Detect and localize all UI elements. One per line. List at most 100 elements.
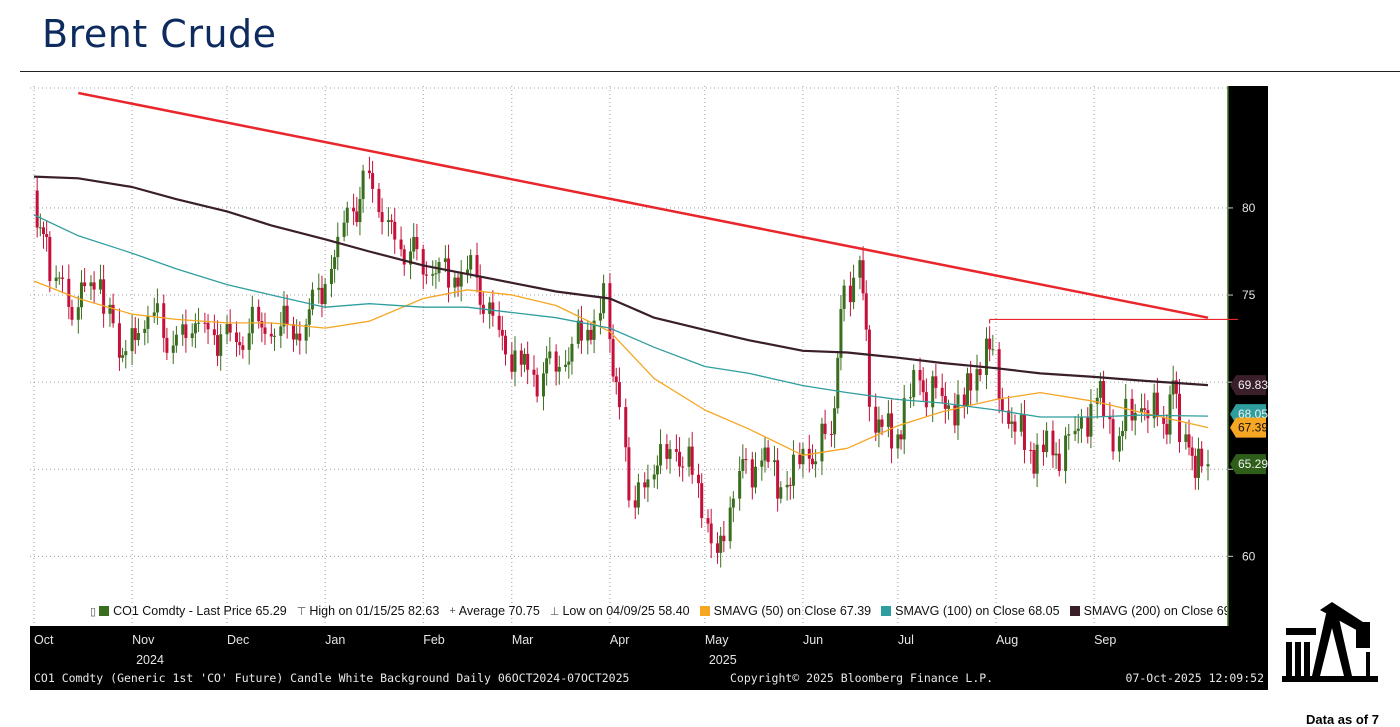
candle-down bbox=[1162, 417, 1166, 424]
candle-up bbox=[1073, 430, 1077, 435]
candle-up bbox=[108, 304, 112, 314]
candle-up bbox=[190, 333, 194, 339]
candle-up bbox=[1152, 392, 1156, 419]
candle-up bbox=[956, 394, 960, 426]
candle-up bbox=[225, 324, 229, 335]
candle-down bbox=[608, 303, 612, 340]
candle-up bbox=[136, 332, 140, 341]
candle-up bbox=[886, 413, 890, 427]
candle-up bbox=[310, 289, 314, 310]
average-marker-icon: + bbox=[449, 605, 456, 617]
candle-down bbox=[823, 423, 827, 434]
candle-down bbox=[1032, 450, 1036, 474]
candle-up bbox=[668, 449, 672, 459]
candle-up bbox=[659, 444, 663, 466]
sma200-line bbox=[33, 175, 1209, 387]
candle-up bbox=[1124, 398, 1128, 432]
chart-legend: ▯ CO1 Comdty - Last Price 65.29 ⊤ High o… bbox=[90, 598, 1227, 624]
candle-up bbox=[1117, 436, 1121, 452]
candle-up bbox=[79, 282, 83, 308]
candle-up bbox=[548, 351, 552, 359]
data-as-of-note: Data as of 7 bbox=[1306, 712, 1379, 727]
candle-down bbox=[750, 459, 754, 488]
candle-down bbox=[241, 345, 245, 350]
candle-down bbox=[45, 234, 49, 237]
candle-down bbox=[716, 543, 720, 553]
candle-down bbox=[83, 282, 87, 287]
candle-up bbox=[89, 282, 93, 287]
candle-up bbox=[902, 398, 906, 440]
candle-down bbox=[776, 460, 780, 499]
y-tick-label: 80 bbox=[1242, 201, 1256, 215]
candle-up bbox=[763, 447, 767, 461]
candle-down bbox=[203, 322, 207, 324]
candle-down bbox=[1029, 449, 1033, 451]
legend-sma200-label: SMAVG (200) on Close 69.83 bbox=[1083, 604, 1227, 618]
candle-down bbox=[415, 237, 419, 250]
candle-up bbox=[545, 358, 549, 374]
candle-down bbox=[102, 279, 106, 314]
candle-down bbox=[456, 277, 460, 287]
candle-up bbox=[728, 507, 732, 542]
candle-down bbox=[535, 374, 539, 397]
candle-up bbox=[219, 334, 223, 356]
candle-down bbox=[503, 335, 507, 355]
candle-up bbox=[814, 461, 818, 465]
candle-down bbox=[1022, 414, 1026, 450]
candle-up bbox=[557, 366, 561, 372]
candle-down bbox=[633, 500, 637, 508]
candle-down bbox=[1143, 408, 1147, 411]
candle-down bbox=[184, 324, 188, 339]
candle-down bbox=[526, 353, 530, 370]
candle-up bbox=[155, 303, 159, 313]
candle-up bbox=[329, 268, 333, 285]
plot-background bbox=[30, 86, 1228, 626]
candle-down bbox=[238, 342, 242, 346]
candle-down bbox=[206, 322, 210, 330]
candle-up bbox=[469, 255, 473, 270]
candle-down bbox=[111, 304, 115, 324]
candle-up bbox=[130, 328, 134, 352]
candle-up bbox=[655, 465, 659, 475]
candle-up bbox=[57, 277, 61, 279]
price-tag-label: 65.29 bbox=[1238, 457, 1268, 471]
candle-up bbox=[513, 350, 517, 372]
candle-up bbox=[1133, 412, 1137, 421]
candle-up bbox=[342, 222, 346, 237]
candle-down bbox=[1041, 444, 1045, 453]
candle-down bbox=[798, 454, 802, 465]
candle-down bbox=[212, 329, 216, 336]
candle-down bbox=[617, 382, 621, 408]
candle-down bbox=[861, 260, 865, 294]
candle-up bbox=[358, 199, 362, 223]
candle-up bbox=[636, 482, 640, 508]
x-tick-label: Nov bbox=[132, 633, 155, 647]
candle-up bbox=[250, 306, 254, 334]
candle-down bbox=[611, 339, 615, 377]
candle-up bbox=[333, 257, 337, 269]
candle-up bbox=[459, 273, 463, 287]
candle-up bbox=[966, 373, 970, 407]
candle-up bbox=[1045, 430, 1049, 453]
candle-down bbox=[377, 188, 381, 213]
price-chart[interactable]: 60 75 80 Oct Nov Dec Jan Feb Mar Apr May Jun Jul Aug S… bbox=[30, 86, 1268, 690]
candle-down bbox=[665, 444, 669, 459]
candle-up bbox=[741, 459, 745, 471]
price-tag-shape bbox=[1230, 454, 1266, 475]
candle-up bbox=[431, 274, 435, 276]
candle-up bbox=[646, 479, 650, 488]
candle-up bbox=[779, 487, 783, 499]
candle-down bbox=[380, 212, 384, 223]
candle-up bbox=[541, 373, 545, 397]
candle-down bbox=[424, 274, 428, 276]
candle-up bbox=[791, 454, 795, 486]
candle-up bbox=[896, 434, 900, 449]
candle-up bbox=[598, 313, 602, 321]
candle-down bbox=[291, 324, 295, 340]
candle-down bbox=[1155, 392, 1159, 418]
chart-area[interactable]: 60 75 80 Oct Nov Dec Jan Feb Mar Apr May Jun Jul Aug S… bbox=[30, 86, 1268, 690]
candle-down bbox=[624, 407, 628, 448]
candle-up bbox=[833, 408, 837, 435]
candle-up bbox=[1197, 448, 1201, 478]
candle-down bbox=[934, 376, 938, 388]
